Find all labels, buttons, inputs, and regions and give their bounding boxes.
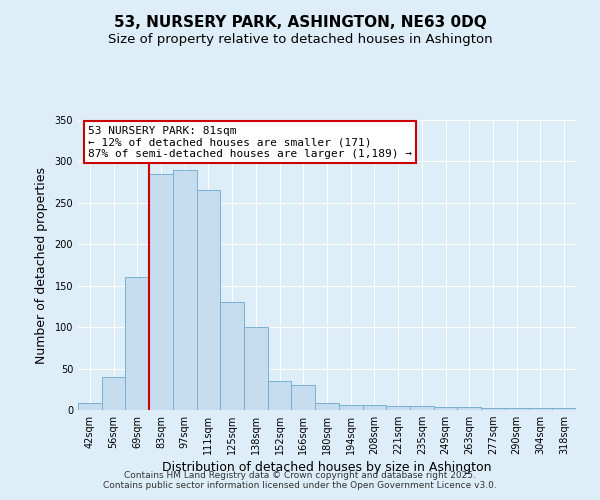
Bar [362,405,386,410]
Y-axis label: Number of detached properties: Number of detached properties [35,166,47,364]
X-axis label: Distribution of detached houses by size in Ashington: Distribution of detached houses by size … [162,462,492,474]
Bar [149,174,173,410]
Bar [457,406,481,410]
Bar [552,408,576,410]
Bar [173,170,197,410]
Bar [220,302,244,410]
Bar [386,406,410,410]
Text: Contains HM Land Registry data © Crown copyright and database right 2025.
Contai: Contains HM Land Registry data © Crown c… [103,470,497,490]
Bar [315,404,339,410]
Bar [292,385,315,410]
Bar [481,408,505,410]
Text: 53, NURSERY PARK, ASHINGTON, NE63 0DQ: 53, NURSERY PARK, ASHINGTON, NE63 0DQ [113,15,487,30]
Bar [434,406,457,410]
Bar [78,404,102,410]
Bar [125,278,149,410]
Bar [102,377,125,410]
Text: Size of property relative to detached houses in Ashington: Size of property relative to detached ho… [107,32,493,46]
Bar [410,406,434,410]
Text: 53 NURSERY PARK: 81sqm
← 12% of detached houses are smaller (171)
87% of semi-de: 53 NURSERY PARK: 81sqm ← 12% of detached… [88,126,412,159]
Bar [339,405,362,410]
Bar [529,408,552,410]
Bar [244,327,268,410]
Bar [505,408,529,410]
Bar [197,190,220,410]
Bar [268,381,292,410]
